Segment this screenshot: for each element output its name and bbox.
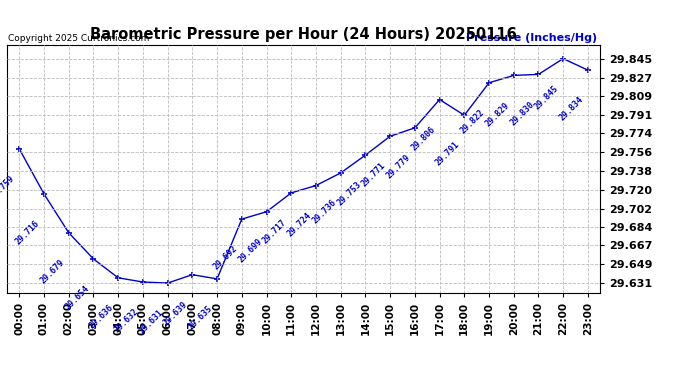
Text: 29.845: 29.845	[533, 84, 560, 111]
Text: Pressure (Inches/Hg): Pressure (Inches/Hg)	[466, 33, 598, 42]
Text: 29.806: 29.806	[409, 124, 437, 152]
Text: Copyright 2025 Curtronics.com: Copyright 2025 Curtronics.com	[8, 33, 150, 42]
Text: 29.829: 29.829	[484, 100, 511, 128]
Text: 29.724: 29.724	[286, 210, 313, 238]
Text: 29.791: 29.791	[434, 140, 462, 168]
Text: 29.830: 29.830	[508, 99, 535, 127]
Title: Barometric Pressure per Hour (24 Hours) 20250116: Barometric Pressure per Hour (24 Hours) …	[90, 27, 517, 42]
Text: 29.632: 29.632	[112, 307, 140, 334]
Text: 29.736: 29.736	[310, 198, 338, 225]
Text: 29.771: 29.771	[359, 161, 387, 189]
Text: 29.779: 29.779	[384, 153, 412, 180]
Text: 29.834: 29.834	[558, 95, 585, 123]
Text: 29.753: 29.753	[335, 180, 363, 208]
Text: 29.716: 29.716	[14, 219, 41, 246]
Text: 29.631: 29.631	[137, 308, 165, 336]
Text: 29.717: 29.717	[261, 218, 288, 246]
Text: 29.635: 29.635	[187, 304, 215, 332]
Text: 29.759: 29.759	[0, 174, 17, 201]
Text: 29.692: 29.692	[211, 244, 239, 272]
Text: 29.822: 29.822	[459, 108, 486, 135]
Text: 29.699: 29.699	[236, 237, 264, 264]
Text: 29.636: 29.636	[88, 303, 115, 330]
Text: 29.639: 29.639	[162, 300, 190, 327]
Text: 29.654: 29.654	[63, 284, 90, 312]
Text: 29.679: 29.679	[39, 258, 66, 285]
